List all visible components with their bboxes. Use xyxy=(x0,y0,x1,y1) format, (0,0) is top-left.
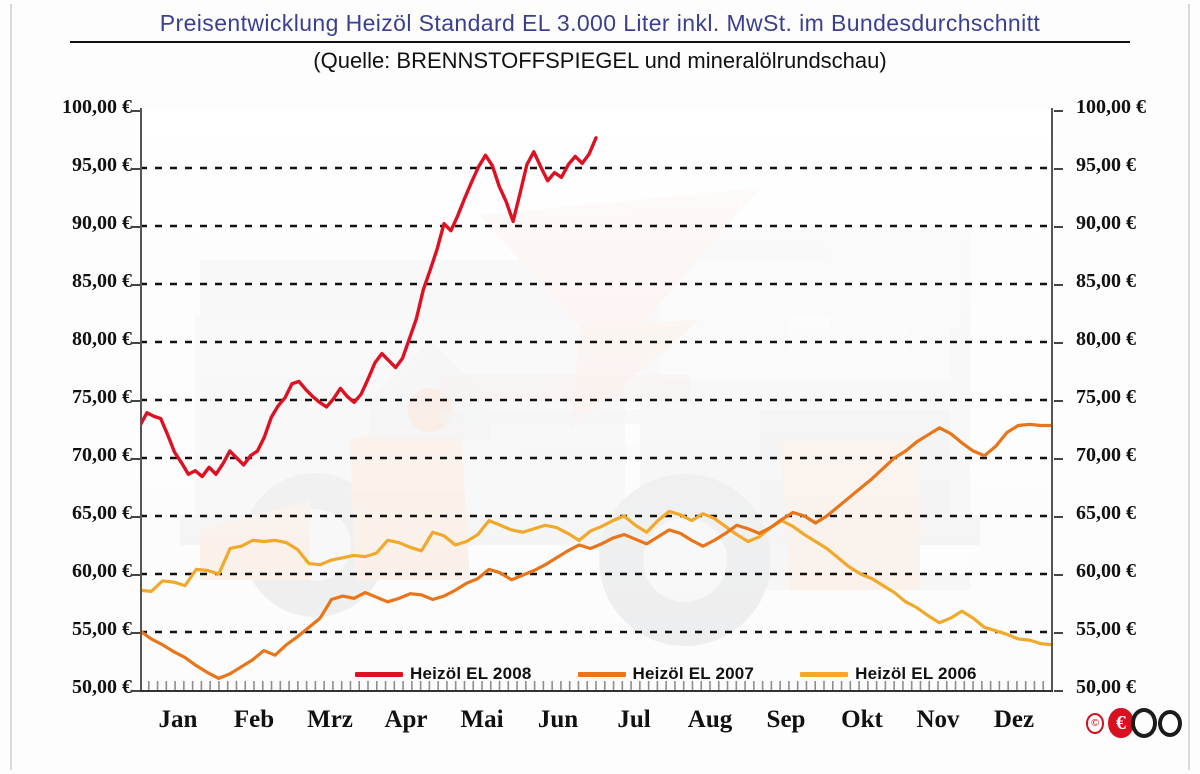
x-axis-label-mai: Mai xyxy=(460,706,504,733)
title-block: Preisentwicklung Heizöl Standard EL 3.00… xyxy=(0,10,1200,74)
legend-label: Heizöl EL 2006 xyxy=(855,664,977,683)
y-tick-mark-right xyxy=(1054,284,1063,286)
legend-swatch-icon xyxy=(355,671,403,677)
y-tick-mark-left xyxy=(131,400,140,402)
chart-canvas xyxy=(140,136,1052,690)
legend-item-2008[interactable]: Heizöl EL 2008 xyxy=(355,664,532,684)
y-tick-label-left-60: 60,00 € xyxy=(72,560,132,582)
y-tick-mark-right xyxy=(1054,574,1063,576)
legend-swatch-icon xyxy=(800,671,849,677)
x-axis-label-jun: Jun xyxy=(537,706,579,733)
legend-label: Heizöl EL 2008 xyxy=(410,664,532,683)
y-tick-mark-left xyxy=(131,284,140,286)
y-tick-label-left-100: 100,00 € xyxy=(62,96,132,118)
y-tick-label-left-70: 70,00 € xyxy=(72,444,132,466)
plot-background-image xyxy=(140,110,1052,690)
x-axis-label-aug: Aug xyxy=(687,706,733,733)
series-line-2007 xyxy=(140,422,1052,680)
y-tick-label-right-100: 100,00 € xyxy=(1076,96,1146,118)
y-tick-mark-right xyxy=(1054,342,1063,344)
source-subtitle: (Quelle: BRENNSTOFFSPIEGEL und mineralöl… xyxy=(313,48,887,73)
chart-legend: Heizöl EL 2008 Heizöl EL 2007 Heizöl EL 20… xyxy=(355,660,1055,688)
y-tick-label-right-95: 95,00 € xyxy=(1076,154,1136,176)
y-tick-label-right-75: 75,00 € xyxy=(1076,386,1136,408)
y-axis-right-line xyxy=(1051,108,1053,692)
y-tick-mark-right xyxy=(1054,110,1063,112)
y-tick-label-left-80: 80,00 € xyxy=(72,328,132,350)
week-tick-marks xyxy=(140,681,1052,690)
ring-icon-2 xyxy=(1158,709,1183,737)
y-tick-mark-left xyxy=(131,632,140,634)
y-tick-mark-right xyxy=(1054,400,1063,402)
x-axis-month-labels: Jan Feb Mrz Apr Mai Jun Jul Aug Sep Okt Nov Dez xyxy=(140,700,1052,745)
plot-area xyxy=(140,110,1052,690)
legend-label: Heizöl EL 2007 xyxy=(632,664,755,683)
ring-icon-1 xyxy=(1130,708,1158,738)
y-tick-label-left-50: 50,00 € xyxy=(72,676,132,698)
x-axis-label-sep: Sep xyxy=(766,706,806,733)
y-tick-label-right-55: 55,00 € xyxy=(1076,618,1136,640)
x-axis-label-jan: Jan xyxy=(158,706,198,733)
x-axis-label-feb: Feb xyxy=(233,706,275,733)
y-tick-label-right-60: 60,00 € xyxy=(1076,560,1136,582)
y-tick-mark-right xyxy=(1054,226,1063,228)
y-tick-label-left-85: 85,00 € xyxy=(72,270,132,292)
x-axis-label-jul: Jul xyxy=(617,706,651,733)
y-tick-mark-left xyxy=(131,226,140,228)
copyright-logo: © € xyxy=(1086,706,1183,740)
euro-badge-icon: € xyxy=(1108,708,1134,738)
y-tick-mark-left xyxy=(131,690,140,692)
y-tick-mark-left xyxy=(131,574,140,576)
x-axis-label-okt: Okt xyxy=(841,706,883,733)
y-tick-label-right-65: 65,00 € xyxy=(1076,502,1136,524)
x-axis-label-mrz: Mrz xyxy=(307,706,353,733)
x-axis-label-nov: Nov xyxy=(916,706,960,733)
y-tick-mark-left xyxy=(131,110,140,112)
copyright-icon: © xyxy=(1086,712,1105,734)
y-tick-mark-right xyxy=(1054,690,1063,692)
gridlines xyxy=(140,166,1052,634)
y-tick-mark-left xyxy=(131,342,140,344)
legend-swatch-icon xyxy=(577,671,626,677)
y-tick-mark-right xyxy=(1054,632,1063,634)
y-tick-label-left-55: 55,00 € xyxy=(72,618,132,640)
y-tick-label-right-70: 70,00 € xyxy=(1076,444,1136,466)
y-tick-label-left-75: 75,00 € xyxy=(72,386,132,408)
y-tick-label-left-65: 65,00 € xyxy=(72,502,132,524)
title-underline xyxy=(70,41,1130,43)
y-tick-label-right-80: 80,00 € xyxy=(1076,328,1136,350)
y-tick-label-right-90: 90,00 € xyxy=(1076,212,1136,234)
y-tick-label-right-85: 85,00 € xyxy=(1076,270,1136,292)
y-axis-left-line xyxy=(140,108,142,692)
series-line-2006 xyxy=(140,509,1052,647)
page-title: Preisentwicklung Heizöl Standard EL 3.00… xyxy=(159,10,1041,36)
y-tick-mark-left xyxy=(131,168,140,170)
y-tick-mark-left xyxy=(131,516,140,518)
y-tick-mark-right xyxy=(1054,168,1063,170)
y-tick-label-left-95: 95,00 € xyxy=(72,154,132,176)
y-tick-label-left-90: 90,00 € xyxy=(72,212,132,234)
legend-item-2007[interactable]: Heizöl EL 2007 xyxy=(577,664,755,684)
y-tick-mark-left xyxy=(131,458,140,460)
legend-item-2006[interactable]: Heizöl EL 2006 xyxy=(800,664,977,684)
y-tick-label-right-50: 50,00 € xyxy=(1076,676,1136,698)
x-axis-label-dez: Dez xyxy=(993,706,1035,733)
y-tick-mark-right xyxy=(1054,516,1063,518)
y-tick-mark-right xyxy=(1054,458,1063,460)
series-line-2008 xyxy=(140,136,598,479)
x-axis-label-apr: Apr xyxy=(384,706,428,733)
x-axis-line xyxy=(140,690,1053,692)
